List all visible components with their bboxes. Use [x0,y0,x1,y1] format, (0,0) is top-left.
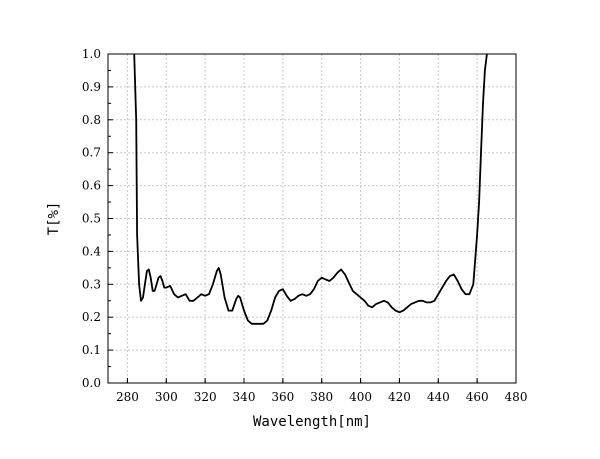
transmittance-series-line [133,54,488,325]
plot-frame [107,53,517,384]
x-tick-label: 300 [155,390,178,404]
x-tick-label: 420 [388,390,411,404]
x-tick-label: 280 [116,390,139,404]
y-axis-tick-labels: 0.0 0.1 0.2 0.3 0.4 0.5 0.6 0.7 0.8 0.9 1.0 [82,47,101,390]
x-tick-label: 440 [427,390,450,404]
y-tick-label: 0.7 [82,146,101,160]
x-tick-label: 460 [466,390,489,404]
x-axis-tick-labels: 280 300 320 340 360 380 400 420 440 460 480 [116,390,527,404]
y-tick-label: 1.0 [82,47,101,61]
y-tick-label: 0.2 [82,310,101,324]
x-tick-label: 400 [349,390,372,404]
y-tick-label: 0.1 [82,343,101,357]
y-tick-label: 0.0 [82,376,101,390]
y-tick-label: 0.6 [82,179,101,193]
x-tick-label: 320 [194,390,217,404]
x-tick-label: 380 [310,390,333,404]
y-axis-title: T[%] [46,202,62,236]
y-tick-label: 0.3 [82,277,101,291]
y-tick-label: 0.9 [82,80,101,94]
y-tick-label: 0.8 [82,113,101,127]
x-axis-ticks [126,378,517,383]
y-axis-ticks [108,53,113,384]
x-tick-label: 360 [271,390,294,404]
x-tick-label: 480 [505,390,528,404]
x-axis-title: Wavelength[nm] [253,414,371,430]
y-gridlines [108,86,516,351]
y-tick-label: 0.5 [82,212,101,226]
x-tick-label: 340 [233,390,256,404]
y-tick-label: 0.4 [82,244,101,258]
